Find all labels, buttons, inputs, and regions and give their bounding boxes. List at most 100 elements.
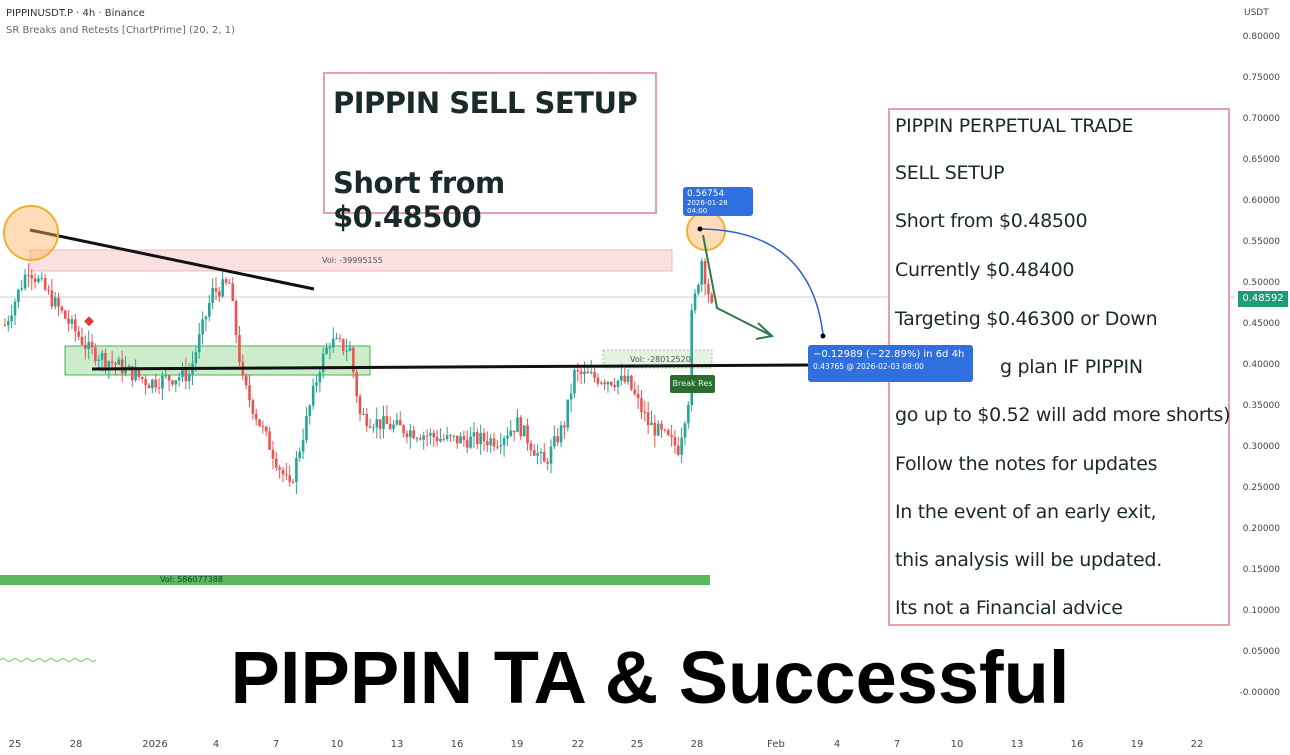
candle bbox=[308, 405, 312, 416]
candle bbox=[194, 352, 198, 364]
y-tick-label: 0.25000 bbox=[1242, 483, 1280, 493]
candle bbox=[204, 316, 208, 320]
candle bbox=[40, 277, 44, 279]
candle bbox=[362, 413, 365, 415]
candle bbox=[107, 361, 111, 367]
resistance-zone-label: Vol: -39995155 bbox=[322, 256, 383, 265]
candle bbox=[295, 457, 298, 483]
candle bbox=[248, 385, 251, 401]
x-tick-label: 25 bbox=[630, 739, 644, 750]
candle bbox=[60, 306, 64, 311]
y-tick-label: 0.55000 bbox=[1242, 237, 1280, 247]
candle bbox=[409, 430, 412, 438]
high-price: 0.56754 bbox=[687, 189, 725, 199]
note-line: PIPPIN PERPETUAL TRADE bbox=[895, 115, 1134, 137]
y-tick-label: 0.50000 bbox=[1242, 278, 1280, 288]
candle bbox=[234, 301, 238, 336]
candle bbox=[137, 369, 141, 378]
candle bbox=[559, 425, 563, 443]
measure-curve[interactable] bbox=[699, 228, 824, 335]
y-tick-label: 0.40000 bbox=[1242, 360, 1280, 370]
candle bbox=[100, 352, 104, 360]
candle bbox=[549, 446, 553, 464]
down-arrow[interactable] bbox=[702, 234, 775, 340]
high-price-tooltip: 0.56754 2026-01-28 04:00 bbox=[683, 187, 753, 216]
y-tick-label: 0.70000 bbox=[1242, 114, 1280, 124]
x-tick-label: 10 bbox=[950, 739, 964, 750]
x-tick-label: 4 bbox=[212, 739, 220, 750]
candle bbox=[20, 288, 23, 290]
candle bbox=[80, 336, 84, 345]
candle bbox=[429, 432, 432, 436]
trend-line[interactable] bbox=[29, 228, 315, 291]
x-tick-label: 16 bbox=[450, 739, 464, 750]
candle bbox=[462, 436, 466, 440]
candle bbox=[576, 369, 580, 372]
candle bbox=[442, 438, 446, 440]
symbol-title[interactable]: PIPPINUSDT.P · 4h · Binance bbox=[6, 8, 145, 19]
candle bbox=[335, 338, 338, 340]
candle bbox=[281, 469, 285, 475]
candle bbox=[378, 419, 382, 429]
candle bbox=[87, 341, 90, 349]
candle bbox=[7, 320, 10, 326]
candle bbox=[402, 425, 405, 434]
candle bbox=[670, 434, 673, 437]
candle bbox=[543, 451, 546, 462]
candle bbox=[489, 438, 492, 446]
candle bbox=[703, 261, 707, 284]
note-line: this analysis will be updated. bbox=[895, 549, 1162, 571]
candle bbox=[144, 378, 147, 386]
candle bbox=[566, 399, 570, 428]
note-line: Currently $0.48400 bbox=[895, 259, 1075, 281]
candle bbox=[419, 438, 422, 440]
indicator-label[interactable]: SR Breaks and Retests [ChartPrime] (20, … bbox=[6, 25, 235, 36]
candle bbox=[616, 380, 620, 387]
candle bbox=[231, 283, 235, 302]
candle bbox=[455, 435, 459, 444]
candle bbox=[392, 424, 395, 429]
x-tick-label: 10 bbox=[330, 739, 344, 750]
measure-tooltip: −0.12989 (−22.89%) in 6d 4h 0.43765 @ 20… bbox=[808, 345, 974, 382]
candle bbox=[187, 374, 191, 382]
x-tick-label: 16 bbox=[1070, 739, 1084, 750]
candle bbox=[214, 288, 218, 292]
note-line: SELL SETUP bbox=[895, 162, 1005, 184]
candle bbox=[244, 375, 248, 386]
candle bbox=[365, 413, 369, 427]
candle bbox=[311, 385, 315, 406]
candle bbox=[432, 432, 436, 438]
candle bbox=[486, 441, 489, 446]
candle bbox=[375, 419, 379, 428]
volume-bar-label: Vol: 586077388 bbox=[160, 575, 224, 584]
candle bbox=[352, 347, 355, 373]
x-tick-label: 22 bbox=[1190, 739, 1204, 750]
candle bbox=[47, 289, 50, 291]
candle bbox=[700, 261, 704, 285]
candle bbox=[422, 435, 425, 440]
support-line[interactable] bbox=[91, 363, 811, 371]
candle bbox=[640, 398, 643, 413]
x-tick-label: 19 bbox=[510, 739, 524, 750]
candle bbox=[445, 435, 449, 440]
candle bbox=[583, 371, 586, 375]
candle bbox=[687, 405, 690, 424]
candle bbox=[479, 433, 482, 445]
candle bbox=[184, 368, 188, 382]
candle bbox=[321, 353, 325, 373]
x-tick-label: 13 bbox=[1010, 739, 1024, 750]
candle bbox=[268, 431, 271, 450]
candle bbox=[683, 423, 687, 438]
candle bbox=[663, 429, 667, 431]
note-line: Its not a Financial advice bbox=[895, 597, 1123, 619]
candle bbox=[315, 382, 318, 386]
candle bbox=[211, 288, 214, 304]
highlight-circle-left bbox=[3, 205, 59, 261]
candle bbox=[529, 443, 533, 451]
candle bbox=[395, 420, 399, 425]
candle bbox=[546, 461, 549, 464]
candle bbox=[117, 359, 121, 365]
candle bbox=[610, 381, 613, 386]
candle bbox=[77, 331, 80, 337]
